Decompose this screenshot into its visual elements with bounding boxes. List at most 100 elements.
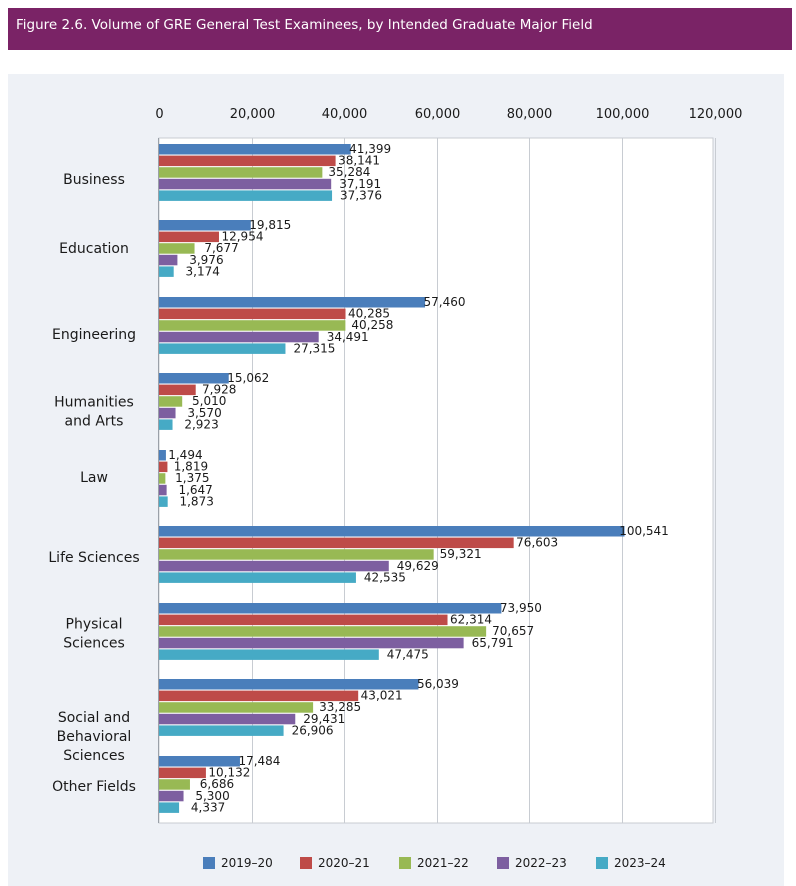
bar [159, 572, 356, 583]
bar [159, 526, 625, 537]
bar [159, 297, 426, 308]
data-label: 2,923 [184, 417, 218, 431]
bar [159, 626, 487, 637]
category-label: Physical Sciences [63, 617, 125, 652]
bar [159, 167, 323, 178]
category-label-line: Engineering [52, 327, 136, 343]
data-label: 35,284 [328, 165, 370, 179]
figure-title: Figure 2.6. Volume of GRE General Test E… [16, 17, 593, 33]
x-tick-label: 120,000 [689, 107, 743, 122]
legend-label: 2023–24 [614, 856, 666, 870]
data-label: 5,010 [192, 394, 226, 408]
category-label-line: Social and [58, 710, 130, 726]
category-label: Social and Behavioral Sciences [57, 710, 132, 764]
bar [159, 254, 178, 266]
data-label: 5,300 [195, 789, 229, 803]
legend-swatch [300, 857, 312, 869]
bar [159, 144, 351, 155]
category-label-line: Behavioral [57, 729, 132, 745]
x-tick-label: 0 [155, 107, 163, 122]
data-label: 26,906 [292, 723, 334, 737]
category-label-line: Physical [66, 617, 123, 633]
data-label: 41,399 [349, 142, 391, 156]
category-label: Humanities and Arts [54, 395, 134, 430]
bar [159, 266, 174, 277]
bar [159, 603, 502, 614]
bar [159, 679, 419, 690]
legend-label: 2021–22 [417, 856, 469, 870]
data-label: 49,629 [397, 559, 439, 573]
bar [159, 637, 464, 649]
data-label: 70,657 [492, 624, 534, 638]
category-label-line: Other Fields [52, 779, 136, 795]
bar [159, 243, 195, 254]
data-label: 19,815 [249, 218, 291, 232]
category-label: Engineering [52, 327, 136, 343]
bar [159, 178, 332, 190]
legend-swatch [596, 857, 608, 869]
x-tick-label: 40,000 [322, 107, 368, 122]
data-label: 1,494 [168, 448, 202, 462]
category-label: Life Sciences [48, 550, 139, 566]
data-label: 76,603 [516, 536, 558, 550]
bar [159, 549, 434, 560]
bar [159, 231, 219, 243]
data-label: 1,375 [175, 471, 209, 485]
bar [159, 496, 168, 507]
category-label: Law [80, 470, 108, 486]
data-label: 73,950 [500, 601, 542, 615]
category-label-line: Sciences [63, 748, 125, 764]
data-label: 1,873 [179, 494, 213, 508]
data-label: 62,314 [450, 613, 492, 627]
bar [159, 461, 168, 473]
legend-label: 2022–23 [515, 856, 567, 870]
category-label-line: Education [59, 241, 129, 257]
legend-swatch [399, 857, 411, 869]
legend-label: 2020–21 [318, 856, 370, 870]
legend-swatch [203, 857, 215, 869]
legend-swatch [497, 857, 509, 869]
bar [159, 484, 167, 496]
bar [159, 419, 173, 430]
data-label: 12,954 [221, 230, 263, 244]
bar [159, 343, 286, 354]
data-label: 29,431 [303, 712, 345, 726]
bar [159, 190, 333, 201]
category-label-line: Business [63, 172, 125, 188]
data-label: 47,475 [387, 647, 429, 661]
bar [159, 373, 229, 384]
category-label-line: Life Sciences [48, 550, 139, 566]
category-label-line: Law [80, 470, 108, 486]
data-label: 65,791 [472, 636, 514, 650]
bar [159, 649, 379, 660]
bar [159, 690, 359, 702]
data-label: 37,191 [339, 177, 381, 191]
category-label-line: Sciences [63, 636, 125, 652]
bar [159, 560, 389, 572]
data-label: 56,039 [417, 677, 459, 691]
data-label: 6,686 [200, 777, 234, 791]
data-label: 27,315 [293, 341, 335, 355]
data-label: 38,141 [338, 154, 380, 168]
data-label: 40,258 [351, 318, 393, 332]
x-tick-label: 60,000 [415, 107, 461, 122]
data-label: 57,460 [424, 295, 466, 309]
category-label: Business [63, 172, 125, 188]
data-label: 37,376 [340, 188, 382, 202]
x-tick-label: 20,000 [230, 107, 276, 122]
bar [159, 767, 206, 779]
bar [159, 702, 314, 713]
category-label: Other Fields [52, 779, 136, 795]
bar [159, 384, 196, 396]
data-label: 15,062 [227, 371, 269, 385]
data-label: 7,677 [204, 241, 238, 255]
bar [159, 308, 346, 320]
bar [159, 537, 514, 549]
data-label: 42,535 [364, 570, 406, 584]
bar [159, 407, 176, 419]
data-label: 3,976 [189, 253, 223, 267]
data-label: 3,174 [186, 264, 220, 278]
data-label: 4,337 [191, 800, 225, 814]
category-label: Education [59, 241, 129, 257]
data-label: 34,491 [327, 330, 369, 344]
